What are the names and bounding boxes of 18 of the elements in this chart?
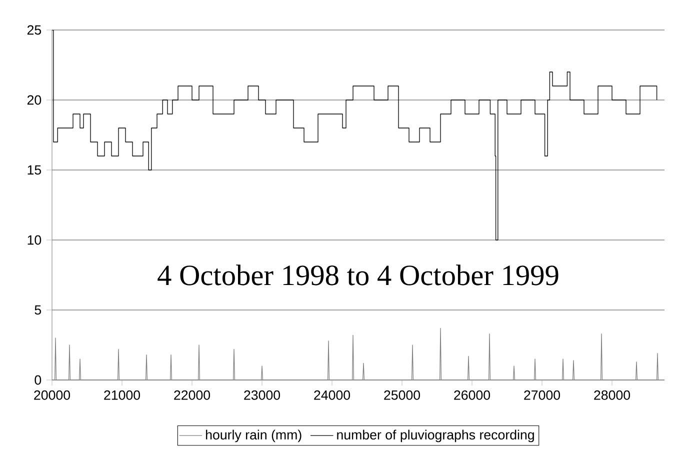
y-tick-label: 25	[27, 25, 42, 35]
annotation: 4 October 1998 to 4 October 1999	[158, 264, 558, 286]
x-tick-label: 20000	[34, 390, 70, 400]
x-tick-label: 24000	[314, 390, 350, 400]
y-tick-label: 10	[28, 235, 42, 245]
x-tick-label: 22000	[174, 390, 210, 400]
legend-label: number of pluviographs recording	[337, 430, 534, 442]
y-tick-label: 20	[27, 95, 42, 105]
x-tick-label: 21000	[104, 390, 140, 400]
x-tick-label: 28000	[594, 390, 630, 400]
x-tick-label: 25000	[384, 390, 420, 400]
x-tick-label: 27000	[524, 390, 560, 400]
x-tick-label: 23000	[244, 390, 280, 400]
y-tick-label: 5	[34, 305, 42, 315]
y-tick-label: 0	[34, 375, 42, 385]
y-tick-label: 15	[28, 165, 42, 175]
legend-label: hourly rain (mm)	[206, 430, 302, 442]
x-tick-label: 26000	[454, 390, 490, 400]
